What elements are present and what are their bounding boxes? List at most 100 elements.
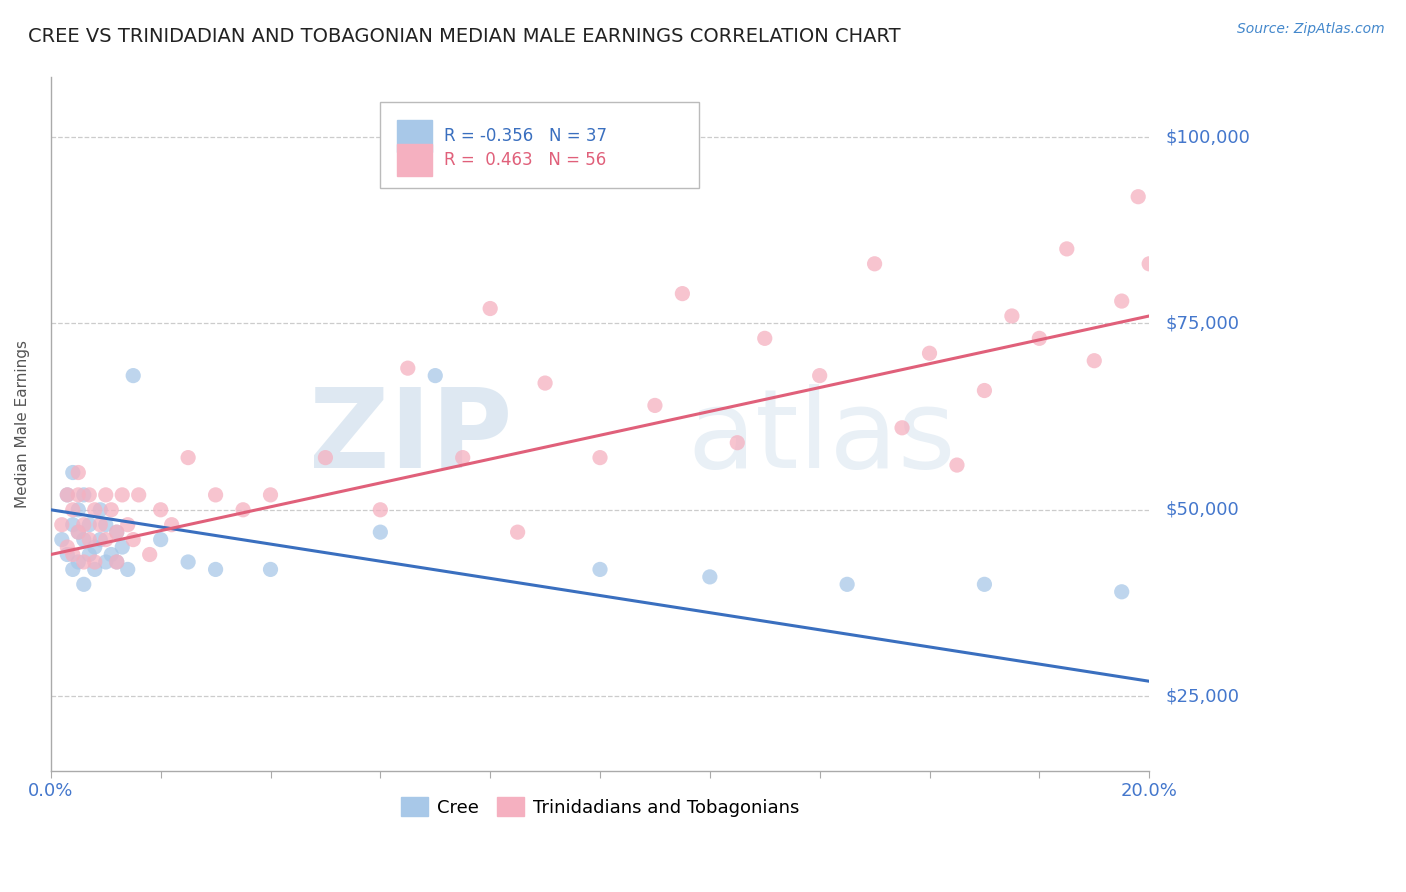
Point — [863, 257, 886, 271]
Point — [370, 503, 392, 517]
Point — [62, 503, 84, 517]
Text: ZIP: ZIP — [309, 384, 512, 491]
Point — [589, 562, 612, 576]
Point — [149, 533, 172, 547]
Point — [73, 488, 96, 502]
Legend: Cree, Trinidadians and Tobagonians: Cree, Trinidadians and Tobagonians — [394, 790, 807, 824]
FancyBboxPatch shape — [381, 102, 699, 188]
Point — [73, 533, 96, 547]
Point — [77, 517, 100, 532]
Point — [425, 368, 447, 383]
Point — [94, 533, 117, 547]
Point — [396, 361, 419, 376]
Point — [128, 488, 150, 502]
Point — [259, 488, 281, 502]
Point — [117, 517, 139, 532]
Point — [89, 503, 111, 517]
Text: Source: ZipAtlas.com: Source: ZipAtlas.com — [1237, 22, 1385, 37]
Point — [204, 488, 226, 502]
Text: R =  0.463   N = 56: R = 0.463 N = 56 — [444, 151, 606, 169]
Point — [1128, 190, 1150, 204]
Point — [62, 517, 84, 532]
Point — [67, 525, 90, 540]
Text: atlas: atlas — [688, 384, 956, 491]
Point — [1137, 257, 1160, 271]
Point — [73, 555, 96, 569]
Point — [204, 562, 226, 576]
Point — [89, 533, 111, 547]
Point — [73, 517, 96, 532]
Point — [177, 555, 200, 569]
Point — [67, 525, 90, 540]
Point — [891, 421, 914, 435]
Point — [83, 503, 105, 517]
Point — [83, 562, 105, 576]
Point — [534, 376, 557, 390]
Y-axis label: Median Male Earnings: Median Male Earnings — [15, 340, 30, 508]
Point — [117, 562, 139, 576]
Point — [1056, 242, 1078, 256]
Point — [89, 517, 111, 532]
Text: CREE VS TRINIDADIAN AND TOBAGONIAN MEDIAN MALE EARNINGS CORRELATION CHART: CREE VS TRINIDADIAN AND TOBAGONIAN MEDIA… — [28, 27, 901, 45]
Point — [56, 548, 79, 562]
Point — [100, 503, 122, 517]
Point — [138, 548, 160, 562]
Point — [83, 540, 105, 554]
Point — [67, 555, 90, 569]
Point — [77, 488, 100, 502]
Point — [589, 450, 612, 465]
Point — [122, 368, 145, 383]
Point — [1111, 294, 1133, 309]
Point — [105, 525, 128, 540]
Point — [1001, 309, 1024, 323]
Point — [94, 555, 117, 569]
Point — [67, 466, 90, 480]
Point — [1028, 331, 1050, 345]
Point — [1111, 584, 1133, 599]
Point — [149, 503, 172, 517]
Point — [918, 346, 941, 360]
Point — [62, 548, 84, 562]
Point — [973, 577, 995, 591]
Point — [51, 533, 73, 547]
Point — [232, 503, 254, 517]
Point — [67, 488, 90, 502]
Point — [837, 577, 859, 591]
Point — [62, 466, 84, 480]
Point — [56, 488, 79, 502]
Point — [62, 562, 84, 576]
FancyBboxPatch shape — [396, 120, 432, 152]
Text: $100,000: $100,000 — [1166, 128, 1250, 146]
Point — [506, 525, 529, 540]
Point — [94, 488, 117, 502]
Point — [111, 488, 134, 502]
Point — [644, 399, 666, 413]
Point — [83, 555, 105, 569]
Point — [94, 517, 117, 532]
Point — [105, 555, 128, 569]
Point — [973, 384, 995, 398]
Point — [177, 450, 200, 465]
Point — [111, 540, 134, 554]
Text: $50,000: $50,000 — [1166, 500, 1240, 519]
Point — [725, 435, 748, 450]
Point — [105, 555, 128, 569]
Point — [160, 517, 183, 532]
Point — [699, 570, 721, 584]
Point — [56, 488, 79, 502]
Text: R = -0.356   N = 37: R = -0.356 N = 37 — [444, 127, 607, 145]
Point — [77, 548, 100, 562]
Point — [77, 533, 100, 547]
Point — [1083, 353, 1105, 368]
Point — [754, 331, 776, 345]
Point — [100, 548, 122, 562]
Point — [451, 450, 474, 465]
Point — [808, 368, 831, 383]
Point — [122, 533, 145, 547]
FancyBboxPatch shape — [396, 144, 432, 176]
Point — [946, 458, 969, 472]
Point — [479, 301, 502, 316]
Point — [73, 577, 96, 591]
Text: $75,000: $75,000 — [1166, 315, 1240, 333]
Point — [67, 503, 90, 517]
